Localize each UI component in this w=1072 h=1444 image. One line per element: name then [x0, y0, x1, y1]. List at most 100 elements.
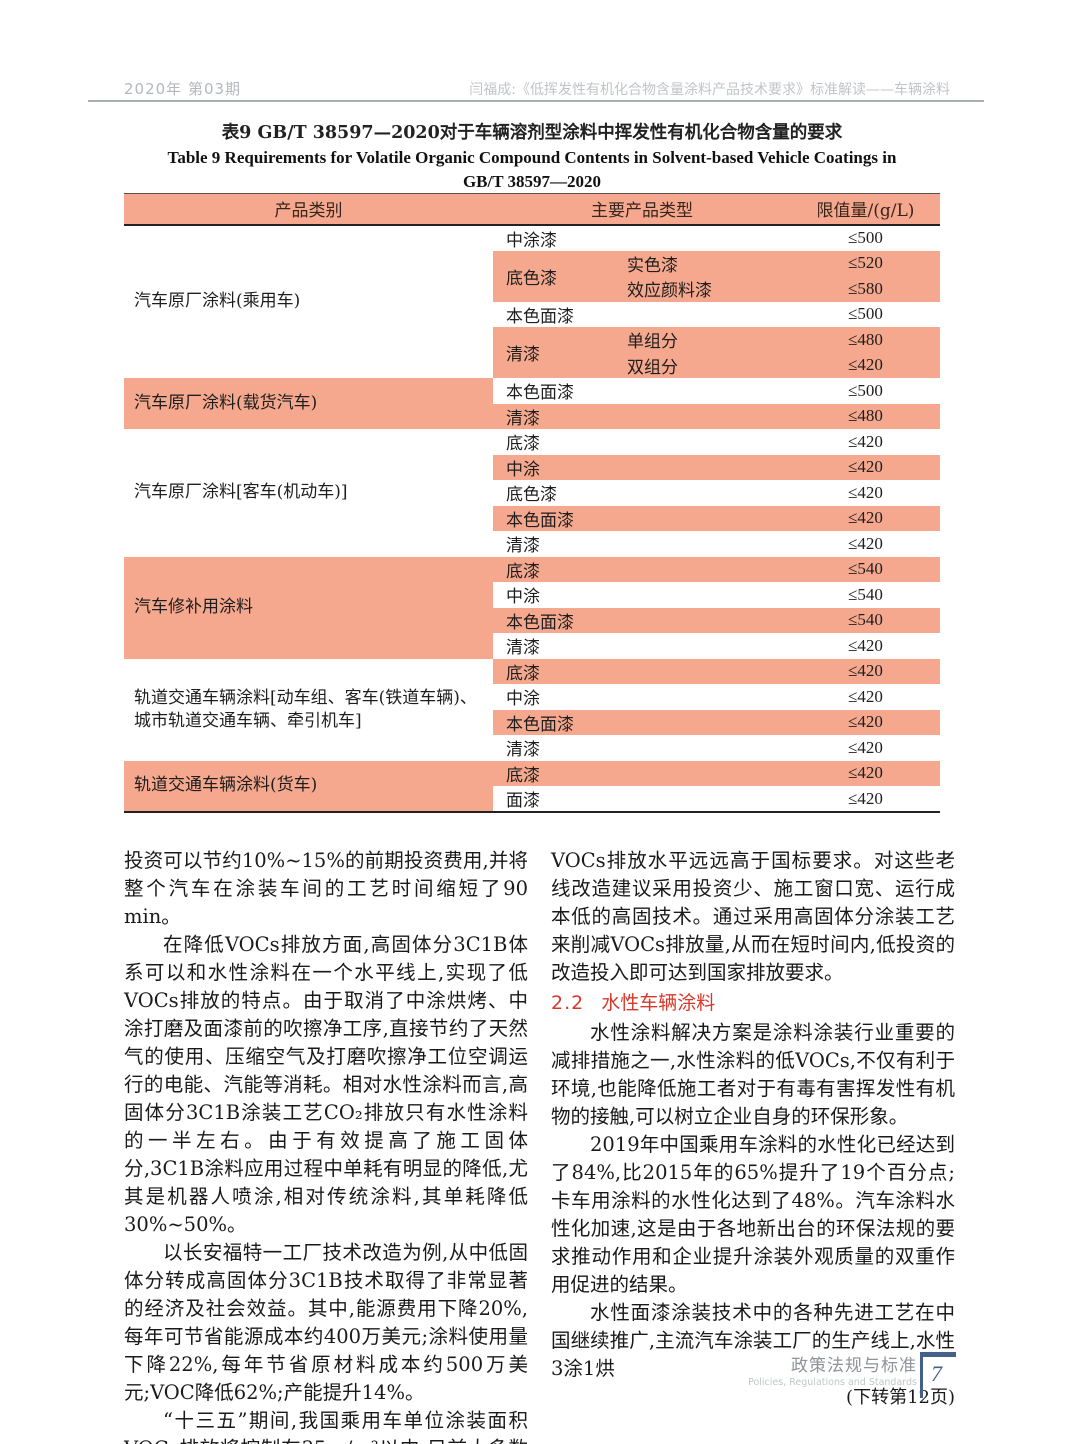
- cell-category: 汽车修补用涂料: [124, 556, 493, 659]
- cell-type: 底漆: [493, 556, 791, 582]
- table-row: 中涂 ≤420: [124, 684, 940, 710]
- table-row: 清漆 ≤480: [124, 403, 940, 429]
- cell-limit: ≤420: [848, 431, 883, 451]
- page-number: 7: [920, 1352, 956, 1398]
- table-row: 中涂 ≤420: [124, 454, 940, 480]
- table-row: 汽车原厂涂料(乘用车) 中涂漆 ≤500: [124, 225, 940, 311]
- cell-type: 清漆: [506, 536, 540, 557]
- issue-label: 2020年 第03期: [124, 80, 242, 98]
- cell-subtype: 实色漆: [625, 250, 791, 276]
- table-row: 汽车修补用涂料 底漆 ≤540: [124, 556, 940, 659]
- cell-type: 本色面漆: [493, 505, 791, 531]
- cell-limit: ≤420: [848, 533, 883, 553]
- cell-type: 中涂: [493, 454, 791, 480]
- body-column-right: VOCs排放水平远远高于国标要求。对这些老线改造建议采用投资少、施工窗口宽、运行…: [551, 847, 955, 1413]
- table-row: 轨道交通车辆涂料[动车组、客车(铁道车辆)、城市轨道交通车辆、牵引机车] 底漆 …: [124, 658, 940, 731]
- table-row: 本色面漆 ≤420: [124, 505, 940, 531]
- table-row: 面漆 ≤420: [124, 786, 940, 812]
- table-title-en-line2: GB/T 38597—2020: [462, 172, 602, 191]
- cell-limit: ≤420: [791, 352, 940, 378]
- paragraph: 以长安福特一工厂技术改造为例,从中低固体分转成高固体分3C1B技术取得了非常显著…: [124, 1241, 528, 1404]
- section-heading: 2.2 水性车辆涂料: [551, 988, 955, 1018]
- col-header-category: 产品类别: [124, 193, 493, 226]
- cell-category: 轨道交通车辆涂料(货车): [124, 760, 493, 812]
- cell-category: 汽车原厂涂料[客车(机动车)]: [134, 482, 348, 503]
- cell-limit: ≤500: [848, 228, 883, 247]
- footer-section: 政策法规与标准 Policies, Regulations and Standa…: [748, 1356, 917, 1389]
- body-column-left: 投资可以节约10%~15%的前期投资费用,并将整个汽车在涂装车间的工艺时间缩短了…: [124, 847, 528, 1444]
- cell-limit: ≤500: [848, 380, 883, 400]
- cell-type: 清漆: [493, 403, 791, 429]
- continued-note: (下转第12页): [846, 1387, 955, 1408]
- paragraph: 水性面漆涂装技术中的各种先进工艺在中国继续推广,主流汽车涂装工厂的生产线上,水性…: [551, 1301, 955, 1380]
- cell-limit: ≤420: [848, 482, 883, 502]
- paragraph: 水性涂料解决方案是涂料涂装行业重要的减排措施之一,水性涂料的低VOCs,不仅有利…: [551, 1021, 955, 1128]
- cell-type: 面漆: [506, 791, 540, 811]
- cell-type: 本色面漆: [506, 383, 574, 404]
- table-row: 本色面漆 ≤420: [124, 709, 940, 735]
- table-row: 清漆 ≤420: [124, 735, 940, 761]
- table-row: 清漆 ≤420: [124, 633, 940, 659]
- paragraph: 投资可以节约10%~15%的前期投资费用,并将整个汽车在涂装车间的工艺时间缩短了…: [124, 849, 528, 928]
- cell-limit: ≤420: [791, 505, 940, 531]
- cell-category: 汽车原厂涂料(载货汽车): [124, 378, 493, 429]
- cell-category: 轨道交通车辆涂料[动车组、客车(铁道车辆)、城市轨道交通车辆、牵引机车]: [134, 687, 477, 731]
- section-number: 2.2: [551, 992, 585, 1014]
- cell-limit: ≤520: [791, 250, 940, 276]
- table-title-en-line1: Table 9 Requirements for Volatile Organi…: [167, 148, 897, 167]
- footer-section-zh: 政策法规与标准: [791, 1356, 917, 1376]
- cell-limit: ≤540: [791, 556, 940, 582]
- cell-type: 中涂漆: [506, 230, 557, 251]
- voc-limits-table: 产品类别 主要产品类型 限值量/(g/L) 汽车原厂涂料(乘用车) 中涂漆 ≤5…: [124, 193, 940, 813]
- col-header-limit: 限值量/(g/L): [791, 193, 940, 226]
- cell-subtype: 效应颜料漆: [625, 276, 791, 302]
- cell-limit: ≤420: [791, 760, 940, 786]
- cell-type: 底漆: [506, 434, 540, 455]
- cell-category: 汽车原厂涂料(乘用车): [134, 291, 301, 312]
- table-row: 本色面漆 ≤500: [124, 302, 940, 328]
- footer-section-en: Policies, Regulations and Standards: [748, 1377, 917, 1388]
- cell-limit: ≤420: [848, 737, 883, 757]
- col-header-type: 主要产品类型: [493, 193, 791, 226]
- table-title: 表9 GB/T 38597—2020对于车辆溶剂型涂料中挥发性有机化合物含量的要…: [124, 121, 940, 194]
- cell-type: 底色漆: [493, 250, 625, 302]
- table-row: 中涂 ≤540: [124, 582, 940, 608]
- cell-limit: ≤420: [791, 709, 940, 735]
- cell-limit: ≤480: [791, 403, 940, 429]
- paragraph: “十三五”期间,我国乘用车单位涂装面积VOCs排放将控制在35 g/m²以内,目…: [124, 1409, 528, 1444]
- cell-type: 清漆: [493, 327, 625, 378]
- cell-type: 底漆: [493, 760, 791, 786]
- cell-limit: ≤540: [791, 607, 940, 633]
- cell-limit: ≤420: [848, 686, 883, 706]
- cell-type: 中涂: [506, 689, 540, 710]
- cell-type: 中涂: [506, 587, 540, 608]
- cell-type: 清漆: [506, 638, 540, 659]
- cell-type: 本色面漆: [506, 306, 574, 327]
- cell-type: 底漆: [493, 658, 791, 684]
- section-title: 水性车辆涂料: [601, 992, 716, 1014]
- cell-limit: ≤540: [848, 584, 883, 604]
- cell-limit: ≤420: [848, 788, 883, 808]
- cell-limit: ≤580: [791, 276, 940, 302]
- table-row: 底色漆 ≤420: [124, 480, 940, 506]
- table-row: 底色漆 实色漆 ≤520: [124, 250, 940, 302]
- cell-subtype: 单组分: [625, 327, 791, 353]
- cell-subtype: 双组分: [625, 352, 791, 378]
- cell-limit: ≤500: [848, 304, 883, 324]
- paragraph: VOCs排放水平远远高于国标要求。对这些老线改造建议采用投资少、施工窗口宽、运行…: [551, 849, 955, 984]
- cell-limit: ≤420: [791, 454, 940, 480]
- table-row: 汽车原厂涂料[客车(机动车)] 底漆 ≤420: [124, 429, 940, 503]
- table-row: 清漆 ≤420: [124, 531, 940, 557]
- table-row: 效应颜料漆 ≤580: [124, 276, 940, 302]
- table-row: 双组分 ≤420: [124, 352, 940, 378]
- table-title-zh: 表9 GB/T 38597—2020对于车辆溶剂型涂料中挥发性有机化合物含量的要…: [221, 123, 843, 143]
- table-row: 本色面漆 ≤540: [124, 607, 940, 633]
- cell-type: 底色漆: [506, 485, 557, 506]
- cell-type: 清漆: [506, 740, 540, 761]
- cell-limit: ≤420: [848, 635, 883, 655]
- paragraph: 2019年中国乘用车涂料的水性化已经达到了84%,比2015年的65%提升了19…: [551, 1133, 955, 1296]
- cell-limit: ≤480: [791, 327, 940, 353]
- cell-limit: ≤420: [791, 658, 940, 684]
- table-header-row: 产品类别 主要产品类型 限值量/(g/L): [124, 193, 940, 226]
